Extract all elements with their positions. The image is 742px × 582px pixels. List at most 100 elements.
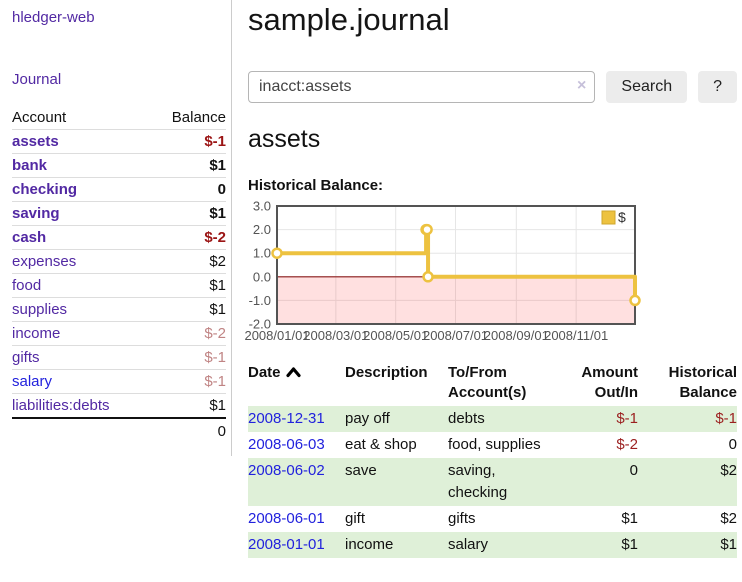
register-col-date[interactable]: Date bbox=[248, 363, 345, 406]
y-tick-label: -2.0 bbox=[249, 317, 271, 332]
transaction-description: pay off bbox=[345, 410, 390, 427]
legend-swatch bbox=[601, 210, 616, 225]
register-row: 2008-06-02 save saving, checking 0 $2 bbox=[248, 458, 737, 506]
account-link-salary[interactable]: salary bbox=[12, 373, 53, 390]
account-link-gifts[interactable]: gifts bbox=[12, 349, 40, 366]
transaction-accounts: saving, checking bbox=[448, 462, 508, 501]
transaction-date-link[interactable]: 2008-12-31 bbox=[248, 410, 325, 427]
register-col-historical-balance: Historical Balance bbox=[638, 363, 737, 406]
account-link-food[interactable]: food bbox=[12, 277, 42, 294]
transaction-accounts: salary bbox=[448, 536, 489, 553]
transaction-date-link[interactable]: 2008-06-02 bbox=[248, 462, 325, 479]
x-tick-label: 2008/05/01 bbox=[363, 328, 428, 343]
total-balance: 0 bbox=[119, 417, 226, 444]
legend-label: $ bbox=[618, 209, 626, 225]
column-label: Description bbox=[345, 364, 428, 381]
transaction-date-link[interactable]: 2008-06-01 bbox=[248, 510, 325, 527]
account-row: supplies $1 bbox=[12, 297, 226, 322]
plot-border bbox=[276, 205, 636, 325]
account-link-cash[interactable]: cash bbox=[12, 229, 47, 246]
sidebar-item-journal[interactable]: Journal bbox=[12, 71, 62, 88]
account-link-checking[interactable]: checking bbox=[12, 181, 78, 198]
transaction-balance: $2 bbox=[720, 462, 737, 479]
register-col-to-from-account-s-: To/From Account(s) bbox=[448, 363, 560, 406]
account-row: expenses $2 bbox=[12, 249, 226, 274]
register-row: 2008-01-01 income salary $1 $1 bbox=[248, 532, 737, 558]
column-label: To/From Account(s) bbox=[448, 364, 527, 401]
register-row: 2008-12-31 pay off debts $-1 $-1 bbox=[248, 406, 737, 432]
column-label: Date bbox=[248, 364, 281, 381]
transaction-amount: $1 bbox=[621, 536, 638, 553]
account-heading: assets bbox=[248, 125, 321, 153]
transaction-amount: $-1 bbox=[616, 410, 638, 427]
account-balance: $-1 bbox=[119, 129, 226, 154]
transaction-balance: $-1 bbox=[715, 410, 737, 427]
search-input[interactable] bbox=[248, 71, 596, 103]
column-label: Historical Balance bbox=[668, 364, 737, 401]
account-link-liabilities-debts[interactable]: liabilities:debts bbox=[12, 397, 110, 414]
account-balance: $1 bbox=[119, 153, 226, 178]
data-point-marker bbox=[629, 294, 641, 307]
chart-title: Historical Balance: bbox=[248, 177, 384, 194]
transaction-balance: $1 bbox=[720, 536, 737, 553]
account-link-income[interactable]: income bbox=[12, 325, 61, 342]
account-balance-table: Account Balance assets $-1 bank $1 checking 0… bbox=[12, 105, 226, 444]
account-balance: $-2 bbox=[119, 225, 226, 250]
account-balance: $1 bbox=[119, 297, 226, 322]
register-rows: 2008-12-31 pay off debts $-1 $-1 2008-06-03 ea… bbox=[248, 406, 737, 558]
transaction-description: gift bbox=[345, 510, 366, 527]
account-balance: 0 bbox=[119, 177, 226, 202]
transaction-accounts: food, supplies bbox=[448, 436, 541, 453]
historical-balance-chart: 3.0 2.0 1.0 0.0 -1.0 -2.0 2008/01/01 2008/03/01… bbox=[244, 199, 737, 349]
register-col-description: Description bbox=[345, 363, 448, 406]
account-row: income $-2 bbox=[12, 321, 226, 346]
account-balance: $-2 bbox=[119, 321, 226, 346]
y-tick-label: 3.0 bbox=[253, 199, 271, 214]
register-table: Date Description To/From Account(s) Amount … bbox=[248, 363, 737, 558]
clear-search-icon[interactable]: × bbox=[577, 77, 587, 94]
sidebar: hledger-web Journal Account Balance asse… bbox=[0, 0, 232, 456]
account-row: liabilities:debts $1 bbox=[12, 393, 226, 418]
transaction-balance: 0 bbox=[728, 436, 737, 453]
data-point-marker bbox=[421, 223, 433, 236]
data-point-marker bbox=[422, 271, 434, 283]
account-row: bank $1 bbox=[12, 153, 226, 178]
account-link-saving[interactable]: saving bbox=[12, 205, 60, 222]
register-header-row: Date Description To/From Account(s) Amount … bbox=[248, 363, 737, 406]
x-tick-label: 2008/07/01 bbox=[423, 328, 488, 343]
transaction-amount: $-2 bbox=[616, 436, 638, 453]
x-tick-label: 2008/01/01 bbox=[244, 328, 309, 343]
transaction-date-link[interactable]: 2008-06-03 bbox=[248, 436, 325, 453]
transaction-amount: $1 bbox=[621, 510, 638, 527]
account-row: food $1 bbox=[12, 273, 226, 298]
account-row: assets $-1 bbox=[12, 129, 226, 154]
account-link-supplies[interactable]: supplies bbox=[12, 301, 68, 318]
help-button[interactable]: ? bbox=[698, 71, 737, 103]
search-button[interactable]: Search bbox=[606, 71, 688, 103]
account-row: cash $-2 bbox=[12, 225, 226, 250]
transaction-amount: 0 bbox=[629, 462, 638, 479]
y-tick-label: -1.0 bbox=[249, 293, 271, 308]
chevron-up-icon bbox=[285, 367, 301, 378]
search-form: × Search ? bbox=[248, 71, 737, 103]
account-link-assets[interactable]: assets bbox=[12, 133, 59, 150]
transaction-balance: $2 bbox=[720, 510, 737, 527]
account-link-expenses[interactable]: expenses bbox=[12, 253, 77, 270]
account-table-header: Account Balance bbox=[12, 105, 226, 130]
transaction-accounts: gifts bbox=[448, 510, 476, 527]
account-balance: $1 bbox=[119, 273, 226, 298]
account-balance: $1 bbox=[119, 201, 226, 226]
account-link-bank[interactable]: bank bbox=[12, 157, 48, 174]
data-point-marker bbox=[271, 247, 283, 259]
register-row: 2008-06-03 eat & shop food, supplies $-2 0 bbox=[248, 432, 737, 458]
account-balance: $1 bbox=[119, 393, 226, 418]
y-tick-label: 1.0 bbox=[253, 246, 271, 261]
x-tick-label: 2008/11/01 bbox=[544, 328, 608, 343]
balance-chart-svg: 3.0 2.0 1.0 0.0 -1.0 -2.02008/01/012008/03/01… bbox=[244, 199, 641, 343]
app-brand-link[interactable]: hledger-web bbox=[12, 9, 95, 26]
transaction-description: eat & shop bbox=[345, 436, 417, 453]
negative-region bbox=[277, 276, 635, 324]
transaction-date-link[interactable]: 2008-01-01 bbox=[248, 536, 325, 553]
account-total-row: 0 bbox=[12, 417, 226, 444]
balance-column-header: Balance bbox=[171, 108, 226, 126]
